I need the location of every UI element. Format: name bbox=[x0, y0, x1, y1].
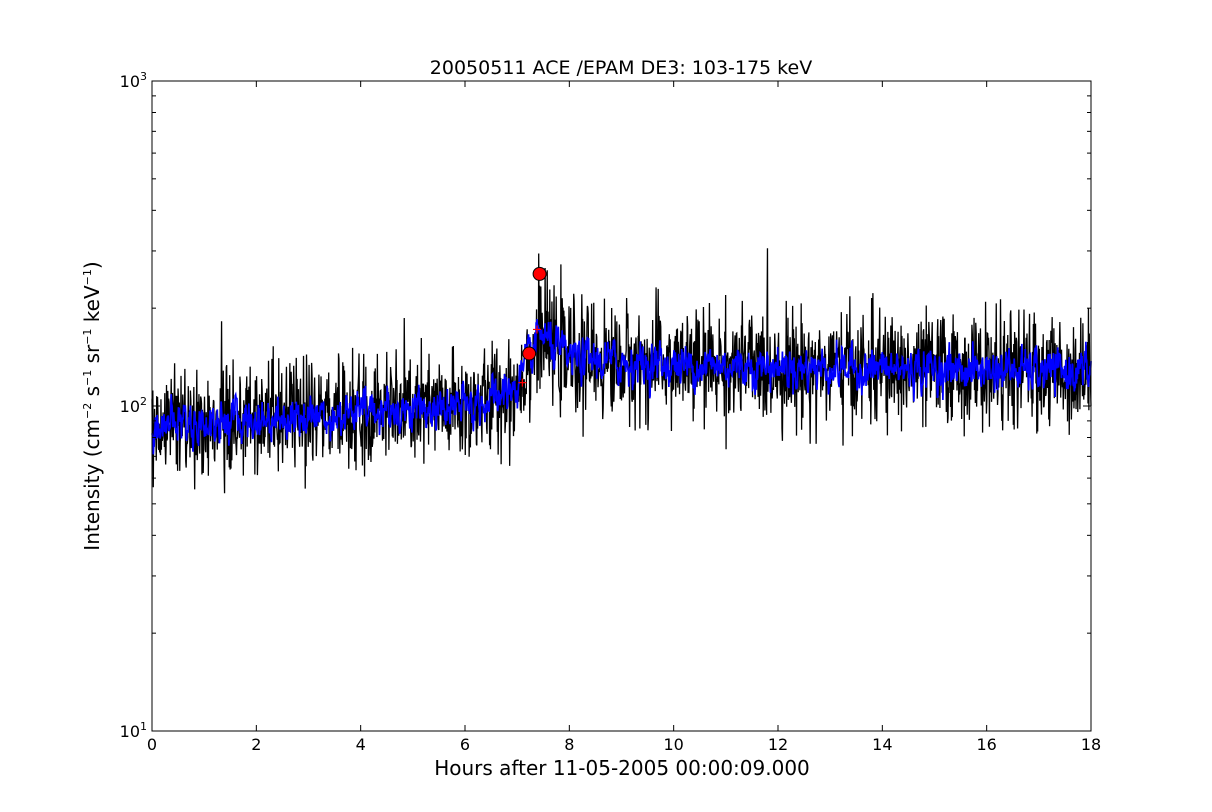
x-tick-label: 10 bbox=[663, 735, 683, 754]
y-tick-label: 102 bbox=[120, 395, 147, 416]
x-axis-label: Hours after 11-05-2005 00:00:09.000 bbox=[434, 756, 810, 780]
marker-circle-0 bbox=[522, 346, 537, 361]
x-tick-label: 6 bbox=[460, 735, 470, 754]
x-tick-label: 0 bbox=[147, 735, 157, 754]
x-tick-label: 12 bbox=[768, 735, 788, 754]
x-tick-label: 2 bbox=[251, 735, 261, 754]
axes: 0 2 4 6 8 10 12 14 16 18 101 102 103 bbox=[120, 70, 1102, 754]
marker-circle-1 bbox=[532, 266, 547, 281]
x-tick-label: 18 bbox=[1081, 735, 1101, 754]
plot-area bbox=[151, 248, 1092, 494]
marker-plus-2 bbox=[518, 378, 527, 387]
y-tick-label: 101 bbox=[120, 720, 147, 741]
x-tick-label: 8 bbox=[564, 735, 574, 754]
x-tick-label: 16 bbox=[976, 735, 996, 754]
x-tick-label: 14 bbox=[872, 735, 892, 754]
y-tick-label: 103 bbox=[120, 70, 147, 91]
y-axis-label: Intensity (cm−2 s−1 sr−1 keV−1) bbox=[80, 261, 104, 550]
marker-plus-3 bbox=[532, 325, 541, 334]
chart-title: 20050511 ACE /EPAM DE3: 103-175 keV bbox=[430, 57, 812, 79]
x-tick-label: 4 bbox=[356, 735, 366, 754]
series-smoothed-line bbox=[151, 319, 1092, 455]
